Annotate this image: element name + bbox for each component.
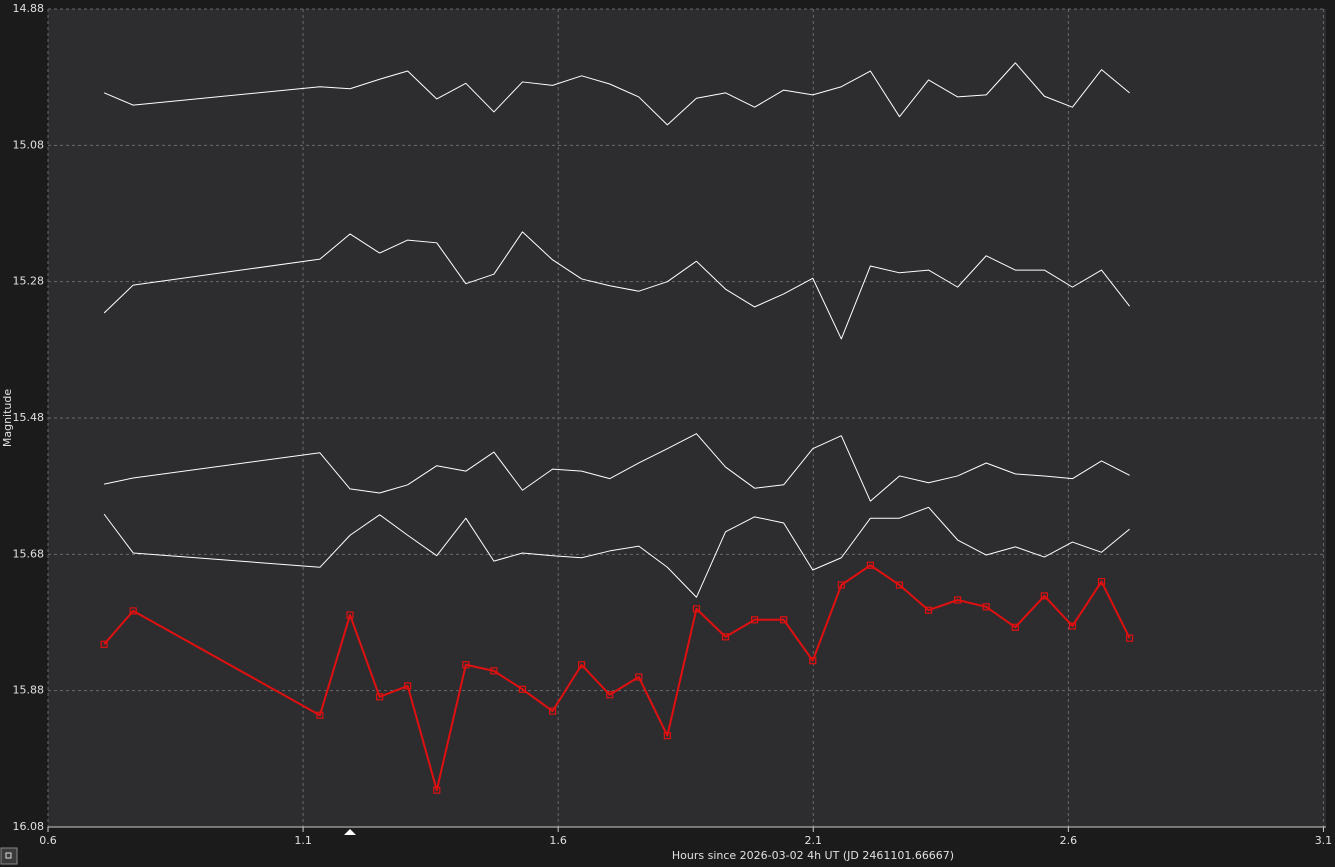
x-tick-label: 2.6: [1060, 834, 1078, 847]
data-point: [663, 732, 671, 740]
data-point: [692, 605, 701, 613]
x-tick-label: 2.1: [805, 834, 823, 847]
data-point: [316, 711, 324, 719]
series-line: [104, 433, 1130, 502]
data-point: [1097, 577, 1106, 586]
data-point: [404, 682, 412, 690]
y-tick-label: 15.88: [13, 684, 45, 697]
data-point: [837, 581, 845, 589]
y-tick-label: 15.28: [13, 275, 45, 288]
time-marker[interactable]: [344, 829, 356, 835]
x-tick-label: 1.1: [294, 834, 312, 847]
data-point: [606, 691, 614, 699]
data-point: [129, 607, 137, 615]
data-point: [346, 611, 354, 619]
corner-button[interactable]: [0, 847, 18, 865]
y-tick-label: 16.08: [13, 820, 45, 833]
y-tick-label: 15.48: [13, 411, 45, 424]
series-line: [103, 506, 1130, 598]
data-point: [750, 616, 759, 624]
data-point: [518, 685, 527, 693]
series-line: [103, 231, 1130, 340]
data-point: [490, 667, 498, 675]
y-axis-title: Magnitude: [1, 389, 14, 448]
data-point: [982, 603, 990, 611]
corner-button-icon: [5, 852, 12, 859]
data-point: [721, 633, 730, 641]
data-point: [866, 561, 875, 569]
series-line: [103, 564, 1131, 792]
data-point: [895, 581, 904, 589]
x-tick-label: 3.1: [1315, 834, 1333, 847]
data-point: [1125, 634, 1134, 642]
data-point: [924, 606, 933, 614]
x-axis-title: Hours since 2026-03-02 4h UT (JD 2461101…: [672, 849, 954, 862]
data-point: [809, 657, 817, 665]
y-tick-label: 15.08: [13, 138, 45, 151]
data-point: [578, 661, 586, 669]
data-point: [1068, 622, 1077, 630]
data-point: [433, 786, 441, 794]
data-point: [1040, 592, 1048, 600]
x-tick-label: 0.6: [39, 834, 57, 847]
data-point: [954, 596, 962, 604]
y-tick-label: 14.88: [13, 2, 45, 15]
series-line: [103, 62, 1130, 126]
data-point: [548, 707, 557, 715]
data-point: [780, 616, 788, 624]
data-point: [1011, 623, 1019, 631]
data-point: [635, 673, 643, 681]
data-point: [376, 693, 384, 701]
y-tick-label: 15.68: [13, 547, 45, 560]
data-point: [462, 661, 470, 669]
x-tick-label: 1.6: [549, 834, 567, 847]
data-point: [100, 640, 108, 648]
